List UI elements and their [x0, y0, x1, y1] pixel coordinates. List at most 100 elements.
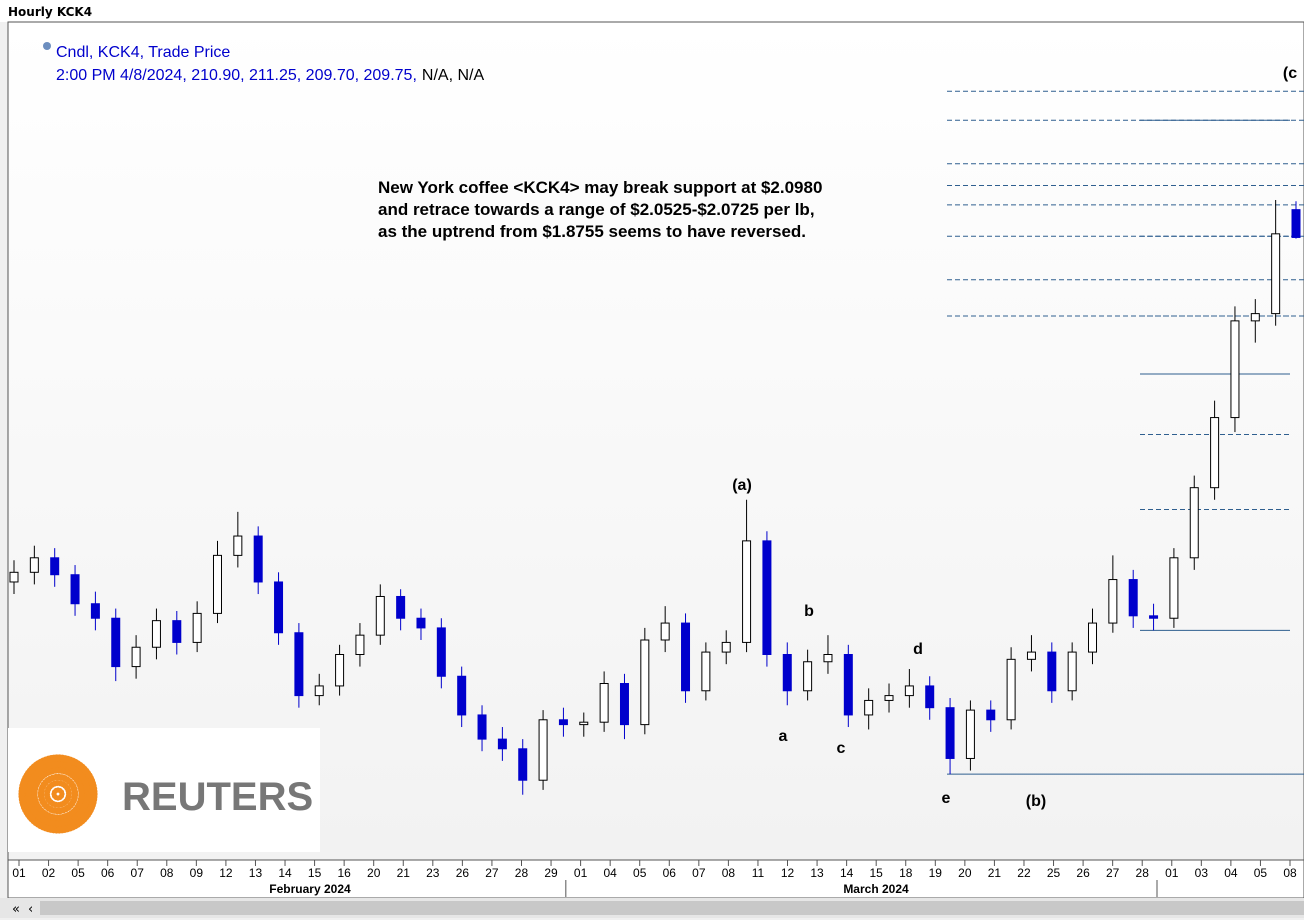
x-tick-label: 03 — [1195, 866, 1209, 880]
logo-dot — [65, 790, 72, 797]
x-tick-label: 04 — [603, 866, 617, 880]
x-tick-label: 20 — [958, 866, 972, 880]
candle-body — [70, 574, 80, 605]
annotation-line: and retrace towards a range of $2.0525-$… — [378, 200, 815, 219]
candle-body — [762, 540, 772, 656]
legend-values: 2:00 PM 4/8/2024, 210.90, 211.25, 209.70… — [56, 67, 484, 84]
candle-body — [681, 622, 691, 692]
x-tick-label: 19 — [929, 866, 943, 880]
x-tick-label: 22 — [1017, 866, 1031, 880]
x-tick-label: 13 — [249, 866, 263, 880]
candle-body — [660, 622, 670, 641]
chart-title: Hourly KCK4 — [8, 5, 92, 19]
legend-na: N/A, N/A — [422, 67, 485, 84]
x-tick-label: 12 — [219, 866, 233, 880]
candle-body — [823, 654, 833, 663]
logo-dot — [71, 794, 78, 802]
candle-body — [335, 654, 345, 687]
candle-body — [864, 699, 874, 716]
month-label: March 2024 — [843, 882, 909, 896]
x-tick-label: 05 — [633, 866, 647, 880]
candle-body — [274, 581, 284, 634]
candle-body — [457, 675, 467, 716]
candle-body — [925, 685, 935, 709]
candle-body — [396, 595, 406, 619]
scroll-left[interactable]: « — [12, 902, 20, 917]
x-tick-label: 01 — [12, 866, 26, 880]
candle-body — [375, 595, 385, 636]
wave-label: a — [779, 728, 788, 745]
candle-body — [579, 721, 589, 726]
candle-body — [843, 654, 853, 716]
x-tick-label: 15 — [308, 866, 322, 880]
x-tick-label: 28 — [1136, 866, 1150, 880]
candle-body — [965, 709, 975, 759]
candle-body — [355, 634, 365, 655]
wave-label: c — [837, 740, 846, 757]
candle-body — [558, 719, 568, 726]
candle-body — [701, 651, 711, 692]
scroll-thumb[interactable] — [40, 901, 1304, 915]
wave-label: (b) — [1026, 793, 1046, 810]
candle-body — [619, 683, 629, 726]
candle-body — [50, 557, 60, 576]
x-tick-label: 08 — [1283, 866, 1297, 880]
candle-body — [986, 709, 996, 721]
x-tick-label: 27 — [1106, 866, 1120, 880]
candle-body — [1149, 615, 1159, 619]
x-tick-label: 14 — [840, 866, 854, 880]
candle-body — [9, 571, 19, 583]
candle-body — [212, 554, 222, 614]
x-tick-label: 27 — [485, 866, 499, 880]
candle-body — [131, 646, 141, 668]
x-tick-label: 01 — [1165, 866, 1179, 880]
wave-label: (a) — [732, 477, 752, 494]
wave-label: d — [913, 641, 923, 658]
x-tick-label: 13 — [810, 866, 824, 880]
logo-text: REUTERS — [122, 775, 313, 819]
x-tick-label: 26 — [456, 866, 470, 880]
x-tick-label: 16 — [337, 866, 351, 880]
annotation-line: New York coffee <KCK4> may break support… — [378, 178, 822, 197]
candle-body — [1291, 209, 1301, 238]
x-tick-label: 26 — [1076, 866, 1090, 880]
candle-body — [518, 748, 528, 781]
x-tick-label: 20 — [367, 866, 381, 880]
candle-body — [1047, 651, 1057, 692]
x-tick-label: 12 — [781, 866, 795, 880]
scroll-step[interactable]: ‹ — [28, 902, 33, 917]
candle-body — [640, 639, 650, 726]
logo-dot — [58, 789, 65, 795]
candle-body — [111, 617, 121, 668]
candle-body — [803, 661, 813, 692]
x-tick-label: 08 — [722, 866, 736, 880]
candle-body — [1250, 313, 1260, 322]
wave-label: (c — [1283, 65, 1297, 82]
candle-body — [884, 695, 894, 701]
annotation-line: as the uptrend from $1.8755 seems to hav… — [378, 222, 806, 241]
candle-body — [294, 632, 304, 697]
candle-body — [172, 620, 182, 643]
x-tick-label: 15 — [870, 866, 884, 880]
candle-body — [1108, 579, 1118, 624]
candle-body — [1271, 233, 1281, 315]
month-label: February 2024 — [269, 882, 351, 896]
x-tick-label: 09 — [190, 866, 204, 880]
x-tick-label: 29 — [544, 866, 558, 880]
candle-body — [721, 641, 731, 653]
candle-body — [477, 714, 487, 740]
wave-label: b — [804, 603, 814, 620]
candle-body — [1088, 622, 1098, 653]
x-tick-label: 04 — [1224, 866, 1238, 880]
candle-body — [742, 540, 752, 643]
x-tick-label: 08 — [160, 866, 174, 880]
candle-body — [904, 685, 914, 697]
candle-body — [192, 612, 202, 643]
candle-body — [782, 654, 792, 692]
x-tick-label: 02 — [42, 866, 56, 880]
x-tick-label: 18 — [899, 866, 913, 880]
candle-body — [253, 535, 263, 583]
candle-body — [151, 620, 161, 648]
x-tick-label: 01 — [574, 866, 588, 880]
